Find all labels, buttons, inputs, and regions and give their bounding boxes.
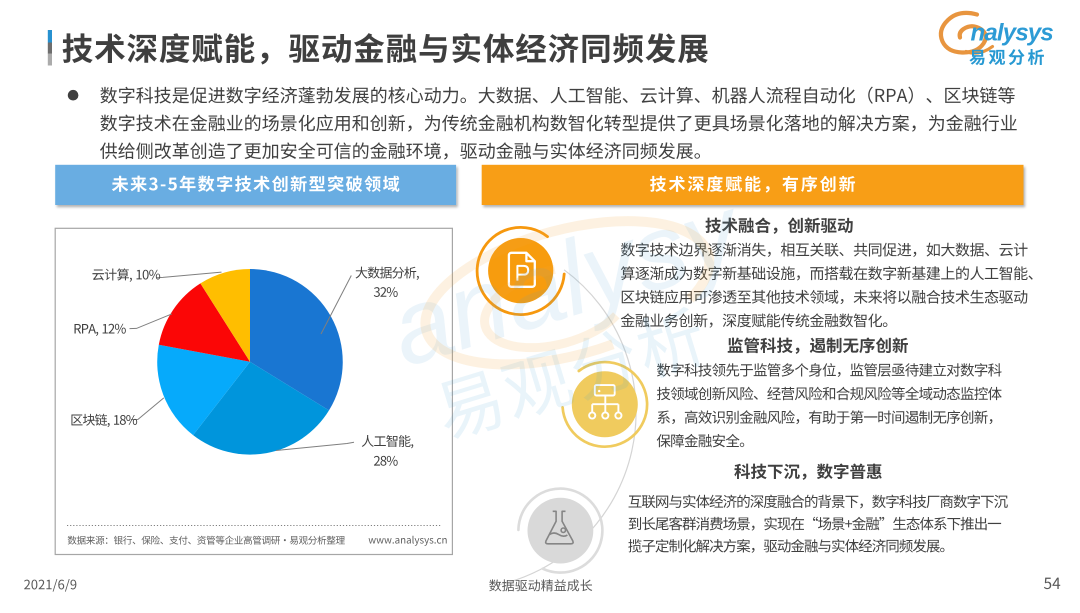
svg-text:nalysys: nalysys <box>971 20 1054 47</box>
